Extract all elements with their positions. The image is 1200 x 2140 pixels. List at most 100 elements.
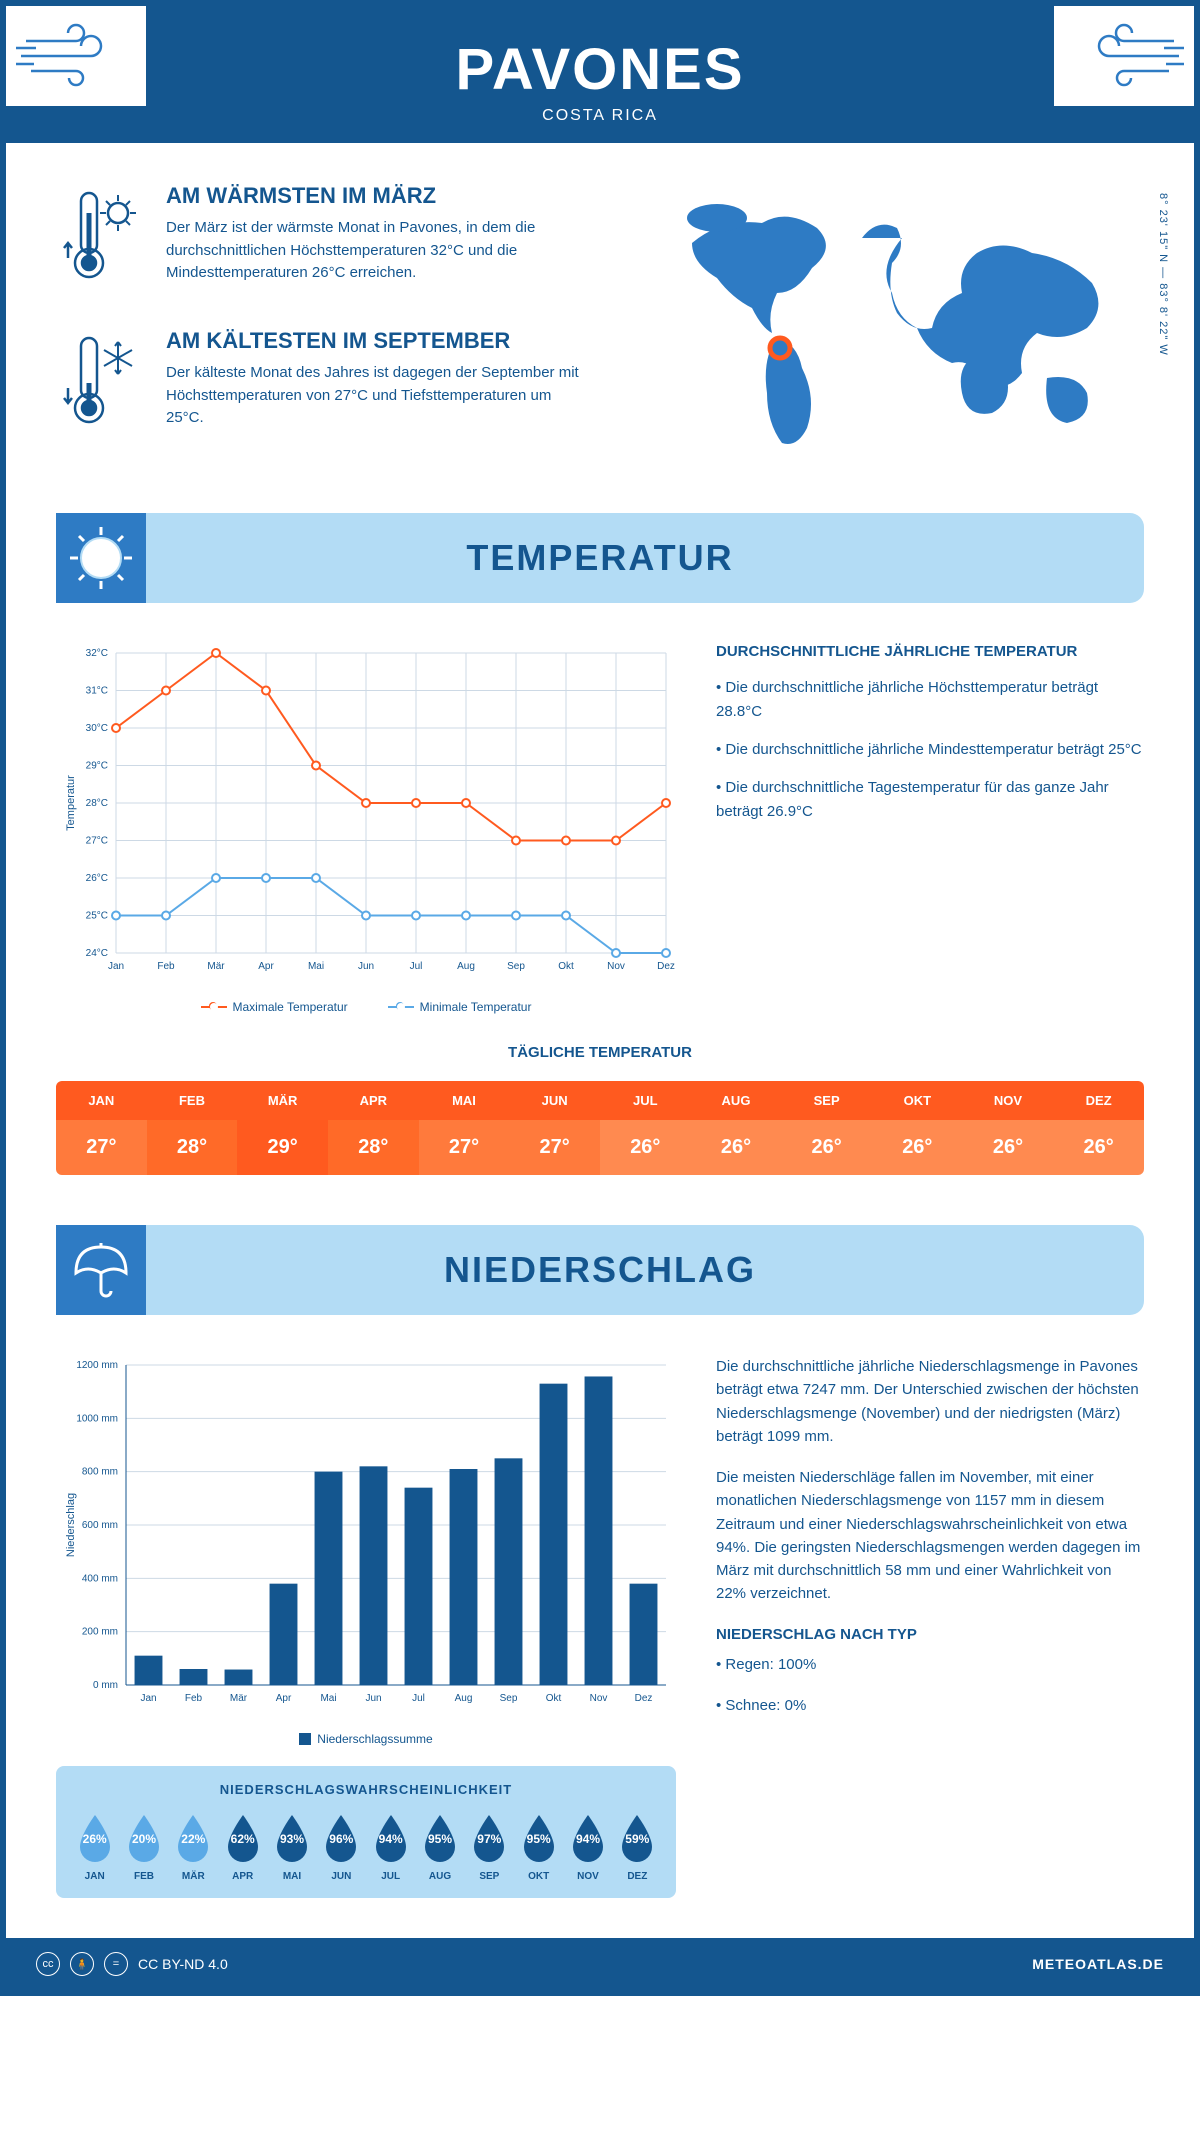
coordinates: 8° 23' 15" N — 83° 8' 22" W [1157,193,1169,356]
svg-text:Jun: Jun [365,1693,381,1704]
month-header: MÄR [237,1081,328,1120]
fact-title: AM WÄRMSTEN IM MÄRZ [166,183,580,209]
temperature-info: DURCHSCHNITTLICHE JÄHRLICHE TEMPERATUR •… [716,643,1144,1014]
intro-facts: AM WÄRMSTEN IM MÄRZ Der März ist der wär… [56,183,580,473]
svg-text:28°C: 28°C [86,798,108,809]
svg-text:Jul: Jul [410,961,423,972]
svg-text:Mär: Mär [207,961,225,972]
precip-legend: Niederschlagssumme [56,1732,676,1746]
sun-icon [56,513,146,603]
svg-text:Nov: Nov [607,961,625,972]
svg-text:26°C: 26°C [86,873,108,884]
page-title: PAVONES [6,36,1194,103]
drop-cell: 20% FEB [121,1811,166,1882]
drop-month: MÄR [171,1871,216,1882]
drop-cell: 93% MAI [269,1811,314,1882]
svg-text:Mai: Mai [320,1693,336,1704]
svg-text:600 mm: 600 mm [82,1520,118,1531]
svg-text:27°C: 27°C [86,836,108,847]
svg-text:Jul: Jul [412,1693,425,1704]
daily-value: 28° [328,1120,419,1175]
fact-text: Der März ist der wärmste Monat in Pavone… [166,217,580,285]
precip-paragraph: Die durchschnittliche jährliche Niedersc… [716,1355,1144,1448]
drop-percentage: 97% [477,1832,501,1846]
svg-text:Nov: Nov [590,1693,608,1704]
raindrop-icon: 26% [74,1811,116,1865]
raindrop-icon: 59% [616,1811,658,1865]
svg-text:Apr: Apr [258,961,274,972]
fact-warmest: AM WÄRMSTEN IM MÄRZ Der März ist der wär… [56,183,580,298]
drop-cell: 96% JUN [319,1811,364,1882]
month-header: OKT [872,1081,963,1120]
drop-percentage: 59% [625,1832,649,1846]
svg-text:Mär: Mär [230,1693,248,1704]
daily-value: 26° [781,1120,872,1175]
drop-cell: 22% MÄR [171,1811,216,1882]
precipitation-info: Die durchschnittliche jährliche Niedersc… [716,1355,1144,1898]
drop-percentage: 95% [428,1832,452,1846]
svg-text:400 mm: 400 mm [82,1573,118,1584]
thermometer-hot-icon [56,183,146,298]
svg-text:Jun: Jun [358,961,374,972]
drop-percentage: 26% [83,1832,107,1846]
drop-cell: 97% SEP [467,1811,512,1882]
fact-coldest: AM KÄLTESTEN IM SEPTEMBER Der kälteste M… [56,328,580,443]
month-header: MAI [419,1081,510,1120]
precipitation-probability: NIEDERSCHLAGSWAHRSCHEINLICHKEIT 26% JAN … [56,1766,676,1898]
svg-text:Aug: Aug [455,1693,473,1704]
world-map: 8° 23' 15" N — 83° 8' 22" W [620,183,1144,473]
daily-value: 28° [147,1120,238,1175]
site-name: METEOATLAS.DE [1032,1956,1164,1972]
drop-cell: 95% OKT [516,1811,561,1882]
fact-text: Der kälteste Monat des Jahres ist dagege… [166,362,580,430]
license-text: CC BY-ND 4.0 [138,1956,228,1972]
thermometer-cold-icon [56,328,146,443]
raindrop-icon: 94% [370,1811,412,1865]
svg-text:Sep: Sep [507,961,525,972]
world-map-svg [620,183,1144,463]
svg-text:1000 mm: 1000 mm [76,1413,118,1424]
drop-percentage: 96% [329,1832,353,1846]
precip-type: • Regen: 100% [716,1653,1144,1676]
svg-text:Feb: Feb [185,1693,203,1704]
intro: AM WÄRMSTEN IM MÄRZ Der März ist der wär… [56,183,1144,473]
svg-text:Okt: Okt [558,961,574,972]
precip-type: • Schnee: 0% [716,1694,1144,1717]
info-bullet: • Die durchschnittliche Tagestemperatur … [716,776,1144,824]
section-title: TEMPERATUR [146,537,1144,579]
drop-month: OKT [516,1871,561,1882]
drop-cell: 62% APR [220,1811,265,1882]
raindrop-icon: 62% [222,1811,264,1865]
drop-month: NOV [565,1871,610,1882]
daily-value: 26° [963,1120,1054,1175]
drop-month: MAI [269,1871,314,1882]
drop-month: DEZ [615,1871,660,1882]
daily-value: 26° [872,1120,963,1175]
svg-text:Feb: Feb [157,961,175,972]
section-banner-temperature: TEMPERATUR [56,513,1144,603]
svg-text:Dez: Dez [657,961,675,972]
month-header: AUG [691,1081,782,1120]
svg-text:Dez: Dez [635,1693,653,1704]
svg-text:Temperatur: Temperatur [65,775,77,831]
footer: cc 🧍 = CC BY-ND 4.0 METEOATLAS.DE [6,1938,1194,1990]
daily-value: 27° [419,1120,510,1175]
raindrop-icon: 93% [271,1811,313,1865]
umbrella-icon [56,1225,146,1315]
svg-text:1200 mm: 1200 mm [76,1360,118,1371]
prob-title: NIEDERSCHLAGSWAHRSCHEINLICHKEIT [72,1782,660,1797]
legend-precip: Niederschlagssumme [299,1732,432,1746]
svg-text:200 mm: 200 mm [82,1627,118,1638]
content: AM WÄRMSTEN IM MÄRZ Der März ist der wär… [6,143,1194,1938]
precipitation-chart: 0 mm200 mm400 mm600 mm800 mm1000 mm1200 … [56,1355,676,1898]
nd-icon: = [104,1952,128,1976]
drop-percentage: 94% [576,1832,600,1846]
svg-text:31°C: 31°C [86,686,108,697]
temperature-section: 24°C25°C26°C27°C28°C29°C30°C31°C32°CJanF… [56,643,1144,1014]
legend-min: Minimale Temperatur [388,1000,532,1014]
precipitation-section: 0 mm200 mm400 mm600 mm800 mm1000 mm1200 … [56,1355,1144,1898]
month-header: JUN [509,1081,600,1120]
daily-value: 27° [56,1120,147,1175]
svg-text:0 mm: 0 mm [93,1680,118,1691]
month-header: APR [328,1081,419,1120]
